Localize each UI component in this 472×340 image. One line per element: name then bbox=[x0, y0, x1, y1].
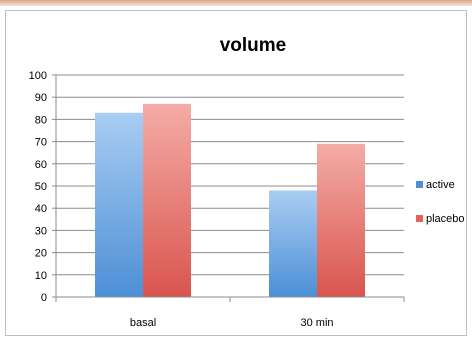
legend-label-active: active bbox=[426, 179, 455, 191]
bars bbox=[95, 103, 365, 298]
y-tick-label: 100 bbox=[29, 70, 47, 82]
y-tick-label: 60 bbox=[35, 159, 47, 171]
x-axis-ticks: basal 30 min bbox=[55, 297, 405, 329]
y-tick-label: 80 bbox=[35, 114, 47, 126]
legend: active placebo bbox=[416, 179, 465, 225]
chart-title: volume bbox=[220, 35, 287, 56]
y-tick-label: 40 bbox=[35, 203, 47, 215]
legend-swatch-active bbox=[416, 181, 423, 188]
y-tick-label: 0 bbox=[41, 292, 47, 304]
y-tick-label: 50 bbox=[35, 181, 47, 193]
x-tick-label: basal bbox=[130, 317, 156, 329]
legend-swatch-placebo bbox=[416, 215, 423, 222]
y-tick-label: 20 bbox=[35, 248, 47, 260]
y-tick-label: 90 bbox=[35, 92, 47, 104]
bar-active-basal bbox=[95, 112, 143, 298]
bar-placebo-basal bbox=[143, 103, 191, 297]
bar-placebo-30-min bbox=[317, 143, 365, 297]
x-tick-label: 30 min bbox=[300, 317, 333, 329]
legend-label-placebo: placebo bbox=[426, 213, 465, 225]
y-tick-label: 70 bbox=[35, 137, 47, 149]
bar-active-30-min bbox=[269, 190, 317, 297]
y-tick-label: 30 bbox=[35, 225, 47, 237]
bar-chart: volume 0 10 20 30 40 50 60 70 80 90 100 basal 30 mi… bbox=[29, 35, 465, 329]
top-border bbox=[0, 0, 472, 6]
y-axis-ticks: 0 10 20 30 40 50 60 70 80 90 100 bbox=[29, 70, 56, 304]
chart-area: volume 0 10 20 30 40 50 60 70 80 90 100 basal 30 mi… bbox=[5, 10, 467, 336]
y-tick-label: 10 bbox=[35, 270, 47, 282]
